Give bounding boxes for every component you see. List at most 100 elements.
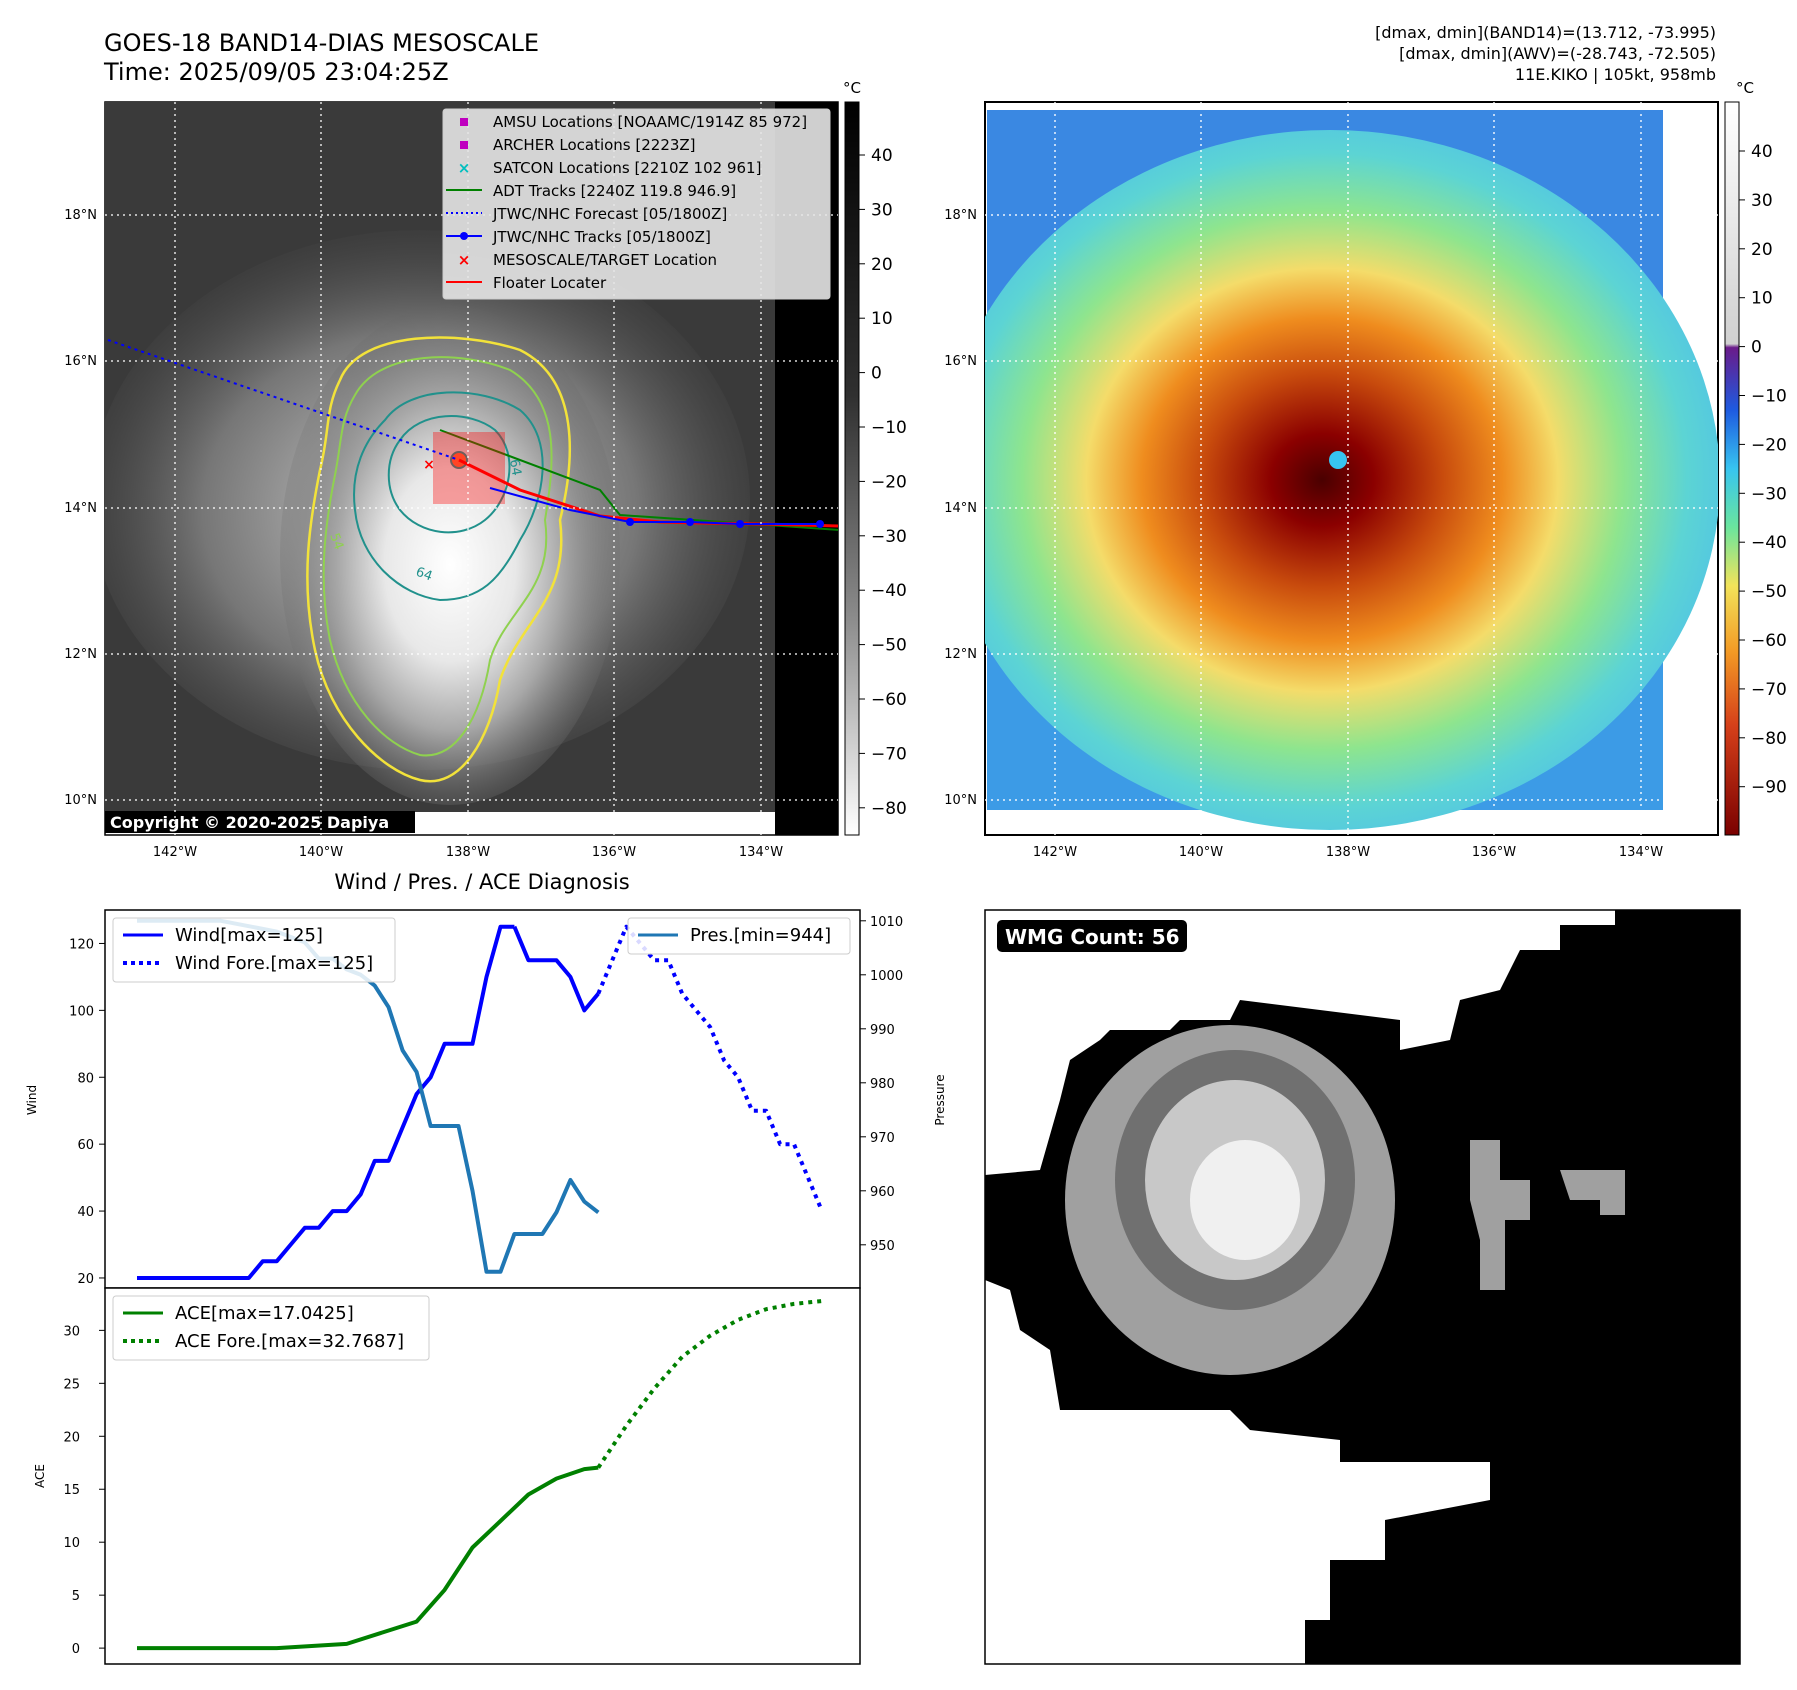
pressure-y-tick-label: 1010 bbox=[870, 915, 903, 930]
wind-forecast-series-line bbox=[596, 924, 824, 1212]
info-awv-range: [dmax, dmin](AWV)=(-28.743, -72.505) bbox=[1399, 44, 1716, 63]
figure-time: Time: 2025/09/05 23:04:25Z bbox=[103, 58, 449, 86]
awv-colorbar-tick-label: 30 bbox=[1751, 191, 1773, 211]
awv-storm bbox=[985, 130, 1718, 830]
awv-colorbar-unit: °C bbox=[1736, 79, 1754, 97]
ir-cdo bbox=[280, 305, 620, 805]
diagnosis-chart-title: Wind / Pres. / ACE Diagnosis bbox=[334, 870, 629, 894]
ace-y-tick-label: 30 bbox=[63, 1324, 80, 1339]
legend-target-marker: × bbox=[458, 251, 471, 269]
pressure-y-tick-label: 970 bbox=[870, 1131, 895, 1146]
awv-lon-label: 142°W bbox=[1033, 845, 1077, 860]
ir-contour-label: 64 bbox=[414, 565, 435, 585]
awv-map-panel: 18°N 16°N 14°N 12°N 10°N 142°W 140°W 138… bbox=[944, 101, 1719, 860]
awv-colorbar-tick-label: −20 bbox=[1751, 435, 1787, 455]
ir-contour-teal-outer bbox=[353, 391, 544, 602]
pressure-legend-box bbox=[627, 917, 851, 955]
ir-contour-lightgreen bbox=[322, 356, 553, 757]
ir-colorbar-bar bbox=[844, 101, 860, 836]
awv-colorbar-ticks: 40 30 20 10 0 −10 −20 −30 −40 −50 −60 −70 −80 −90 bbox=[1739, 142, 1787, 798]
wind-legend-box bbox=[112, 917, 396, 983]
ir-lon-labels: 142°W 140°W 138°W 136°W 134°W bbox=[153, 845, 783, 860]
ir-target-marker: × bbox=[423, 457, 435, 473]
ace-y-ticks: 0 5 10 15 20 25 30 bbox=[63, 1324, 105, 1657]
wind-y-tick-label: 80 bbox=[77, 1071, 94, 1086]
ir-colorbar-tick-label: 40 bbox=[871, 146, 893, 166]
ace-y-tick-label: 25 bbox=[63, 1377, 80, 1392]
wmg-core bbox=[1190, 1140, 1300, 1260]
awv-colorbar-tick-label: −70 bbox=[1751, 680, 1787, 700]
ace-axis-label: ACE bbox=[33, 1464, 47, 1488]
wmg-panel: WMG Count: 56 bbox=[984, 909, 1741, 1665]
wind-series-line bbox=[137, 924, 515, 1280]
ir-forecast-track bbox=[107, 339, 460, 461]
awv-lat-labels: 18°N 16°N 14°N 12°N 10°N bbox=[944, 208, 977, 808]
ace-series-line bbox=[137, 1465, 599, 1651]
awv-colorbar-tick-label: −40 bbox=[1751, 533, 1787, 553]
ir-map-panel: × Copyright © 2020-2025 Dapiya 64 54 64 … bbox=[64, 101, 839, 860]
wind-y-ticks: 20 40 60 80 100 120 bbox=[69, 937, 105, 1287]
ir-gridlines bbox=[105, 102, 838, 835]
legend-amsu-marker bbox=[460, 118, 468, 126]
wind-legend: Wind[max=125] Wind Fore.[max=125] bbox=[112, 917, 396, 983]
wind-pressure-chart: 20 40 60 80 100 120 950 960 970 980 990 1000 1010 W… bbox=[25, 909, 947, 1289]
ir-lon-label: 138°W bbox=[446, 845, 490, 860]
pressure-y-tick-label: 960 bbox=[870, 1185, 895, 1200]
wind-y-tick-label: 100 bbox=[69, 1004, 94, 1019]
legend-archer-label: ARCHER Locations [2223Z] bbox=[493, 136, 696, 154]
ace-forecast-legend-label: ACE Fore.[max=32.7687] bbox=[175, 1331, 404, 1352]
copyright-text: Copyright © 2020-2025 Dapiya bbox=[110, 813, 389, 832]
wmg-count-label: WMG Count: 56 bbox=[1005, 925, 1180, 949]
ir-lat-labels: 18°N 16°N 14°N 12°N 10°N bbox=[64, 208, 97, 808]
ir-colorbar-tick-label: −70 bbox=[871, 744, 907, 764]
legend-adt-label: ADT Tracks [2240Z 119.8 946.9] bbox=[493, 182, 736, 200]
legend-satcon-label: SATCON Locations [2210Z 102 961] bbox=[493, 159, 761, 177]
ir-lon-label: 140°W bbox=[299, 845, 343, 860]
awv-lon-label: 134°W bbox=[1619, 845, 1663, 860]
wind-y-tick-label: 40 bbox=[77, 1205, 94, 1220]
pressure-y-tick-label: 990 bbox=[870, 1023, 895, 1038]
ir-colorbar-tick-label: 10 bbox=[871, 309, 893, 329]
ir-legend: AMSU Locations [NOAAMC/1914Z 85 972] ARC… bbox=[442, 108, 831, 300]
awv-lat-label: 18°N bbox=[944, 208, 977, 223]
ir-lon-label: 136°W bbox=[592, 845, 636, 860]
legend-jtwc-dot bbox=[460, 232, 468, 240]
ace-forecast-series-line bbox=[596, 1299, 823, 1469]
awv-lon-labels: 142°W 140°W 138°W 136°W 134°W bbox=[1033, 845, 1663, 860]
wind-y-tick-label: 60 bbox=[77, 1138, 94, 1153]
pressure-axis-label: Pressure bbox=[933, 1074, 947, 1125]
ir-colorbar: °C 40 30 20 10 0 −10 −20 −30 −40 −50 −60 −70 −80 bbox=[843, 79, 907, 836]
awv-eye bbox=[1329, 451, 1347, 469]
pressure-y-tick-label: 950 bbox=[870, 1239, 895, 1254]
awv-lat-label: 16°N bbox=[944, 354, 977, 369]
ace-legend-label: ACE[max=17.0425] bbox=[175, 1303, 354, 1324]
awv-colorbar-bar bbox=[1724, 101, 1740, 836]
ir-contour-teal-inner bbox=[387, 415, 511, 534]
wind-forecast-legend-label: Wind Fore.[max=125] bbox=[175, 953, 373, 974]
ir-jtwc-track-points bbox=[626, 518, 824, 528]
legend-box bbox=[442, 108, 831, 300]
ir-colorbar-tick-label: −40 bbox=[871, 581, 907, 601]
pressure-y-tick-label: 1000 bbox=[870, 969, 903, 984]
ir-colorbar-tick-label: 30 bbox=[871, 200, 893, 220]
figure-title: GOES-18 BAND14-DIAS MESOSCALE bbox=[104, 29, 539, 57]
legend-amsu-label: AMSU Locations [NOAAMC/1914Z 85 972] bbox=[493, 113, 807, 131]
ir-colorbar-unit: °C bbox=[843, 79, 861, 97]
awv-colorbar-tick-label: 0 bbox=[1751, 338, 1762, 358]
ace-legend-box bbox=[112, 1295, 430, 1361]
ir-colorbar-tick-label: −50 bbox=[871, 636, 907, 656]
ir-lat-label: 10°N bbox=[64, 793, 97, 808]
awv-colorbar-tick-label: −10 bbox=[1751, 387, 1787, 407]
ir-colorbar-tick-label: 20 bbox=[871, 255, 893, 275]
ace-y-tick-label: 0 bbox=[72, 1642, 80, 1657]
awv-colorbar-tick-label: 40 bbox=[1751, 142, 1773, 162]
ace-legend: ACE[max=17.0425] ACE Fore.[max=32.7687] bbox=[112, 1295, 430, 1361]
awv-colorbar-tick-label: 20 bbox=[1751, 240, 1773, 260]
awv-colorbar: °C 40 30 20 10 0 −10 −20 −30 −40 −50 −60 −70 −80 −90 bbox=[1724, 79, 1787, 836]
wind-y-tick-label: 20 bbox=[77, 1272, 94, 1287]
wmg-band-feature-east bbox=[1560, 1170, 1625, 1215]
ir-colorbar-tick-label: −10 bbox=[871, 418, 907, 438]
legend-satcon-marker: × bbox=[458, 159, 471, 177]
ir-jtwc-track bbox=[489, 487, 820, 525]
ir-lat-label: 12°N bbox=[64, 647, 97, 662]
